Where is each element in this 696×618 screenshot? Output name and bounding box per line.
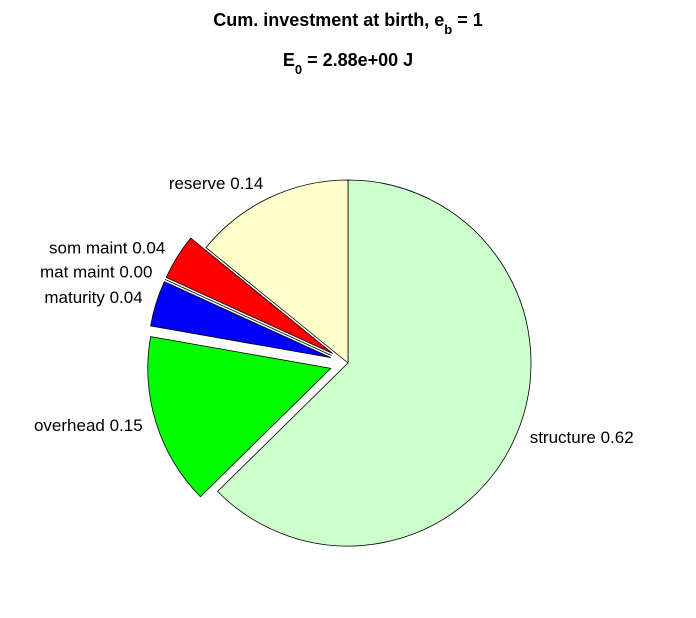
pie-slice bbox=[217, 179, 532, 547]
slice-value: 0.15 bbox=[110, 416, 143, 435]
title-part: Cum. investment at birth, e bbox=[213, 10, 444, 30]
slice-name: structure bbox=[530, 429, 596, 448]
slice-label: som maint 0.04 bbox=[49, 239, 165, 258]
slice-value: 0.14 bbox=[230, 175, 263, 194]
slice-name: mat maint bbox=[40, 263, 115, 282]
slice-value: 0.00 bbox=[119, 263, 152, 282]
slice-name: reserve bbox=[169, 175, 226, 194]
slice-label: overhead 0.15 bbox=[34, 416, 143, 435]
slice-name: overhead bbox=[34, 416, 105, 435]
slice-label: maturity 0.04 bbox=[44, 289, 142, 308]
slice-label: structure 0.62 bbox=[530, 429, 634, 448]
chart-title: Cum. investment at birth, eb = 1 bbox=[213, 10, 483, 37]
pie-slice bbox=[147, 336, 332, 498]
title-part: = 1 bbox=[452, 10, 483, 30]
slice-name: som maint bbox=[49, 239, 128, 258]
pie-slice bbox=[150, 281, 331, 359]
slice-value: 0.62 bbox=[601, 429, 634, 448]
pie-slice bbox=[165, 237, 333, 354]
slice-label: mat maint 0.00 bbox=[40, 263, 152, 282]
title-part: = 2.88e+00 J bbox=[302, 50, 413, 70]
subscript: 0 bbox=[295, 62, 302, 77]
slice-name: maturity bbox=[44, 289, 105, 308]
chart-subtitle: E0 = 2.88e+00 J bbox=[283, 50, 413, 77]
slice-label: reserve 0.14 bbox=[169, 175, 264, 194]
pie-slice bbox=[205, 179, 349, 364]
title-part: E bbox=[283, 50, 295, 70]
subscript: b bbox=[444, 22, 452, 37]
slice-value: 0.04 bbox=[110, 289, 143, 308]
slice-value: 0.04 bbox=[132, 239, 165, 258]
pie-slice bbox=[164, 279, 332, 356]
